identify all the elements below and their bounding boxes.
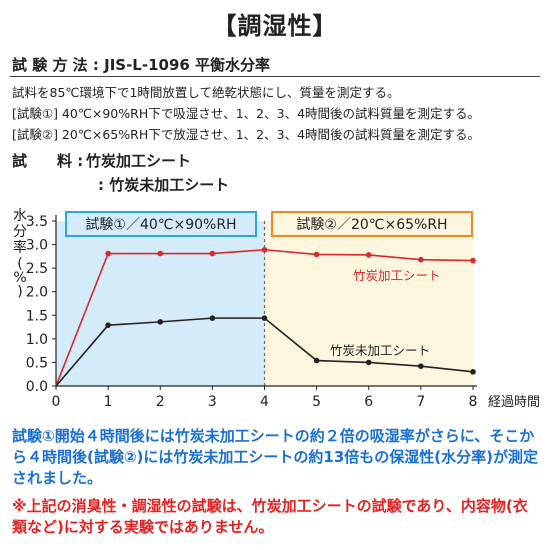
data-point [105, 250, 111, 257]
data-point [365, 359, 372, 366]
data-point [470, 369, 476, 375]
x-tick-label: 0 [52, 394, 61, 410]
y-axis-label: % [13, 270, 26, 286]
x-tick-label: 2 [156, 394, 165, 410]
y-axis-label: 分 [13, 224, 27, 240]
data-point [157, 250, 164, 257]
x-tick-label: 4 [260, 394, 269, 410]
data-point [365, 252, 372, 258]
phase-label: 試験②／20℃×65%RH [296, 217, 447, 233]
data-point [470, 257, 476, 264]
x-tick-label: 6 [364, 394, 373, 410]
disclaimer-note: ※上記の消臭性・調湿性の試験は、竹炭加工シートの試験であり、内容物(衣類など)に… [12, 497, 528, 536]
y-axis-label: 率 [13, 239, 27, 256]
y-tick-label: 1.5 [26, 308, 48, 324]
material-item: : 竹炭未加工シート [98, 176, 230, 194]
phase-background [264, 221, 473, 386]
x-tick-label: 1 [104, 394, 113, 410]
materials-label: 試 料 : [12, 152, 84, 170]
moisture-chart: 試験①／40℃×90%RH 試験②／20℃×65%RH 0.0 0.5 1.0 1.5 2.… [13, 208, 540, 410]
data-point [418, 256, 424, 263]
data-point [157, 319, 164, 325]
data-point [261, 315, 268, 321]
y-tick-label: 2.5 [26, 261, 48, 277]
x-tick-label: 5 [312, 394, 321, 410]
phase-label-box [65, 211, 257, 237]
data-point [209, 315, 216, 321]
phase-label: 試験①／40℃×90%RH [85, 217, 236, 233]
description-line: 試料を85℃環境下で1時間放置して絶乾状態にし、質量を測定する。 [12, 85, 400, 100]
series-label: 竹炭未加工シート [330, 343, 430, 358]
test-method: 試 験 方 法 : JIS-L-1096 平衡水分率 [12, 56, 271, 74]
divider [10, 76, 540, 77]
y-axis-label: ( [17, 256, 22, 272]
data-point [313, 251, 320, 258]
data-point [105, 322, 111, 328]
result-note: 試験①開始４時間後には竹炭未加工シートの約２倍の吸湿率がさらに、そこから４時間後… [12, 427, 538, 487]
y-tick-label: 1.0 [26, 332, 48, 348]
y-axis-label: ) [17, 284, 22, 300]
y-tick-label: 3.0 [26, 238, 48, 254]
y-tick-label: 3.5 [26, 214, 48, 230]
data-point [209, 250, 216, 257]
material-item: 竹炭加工シート [86, 152, 192, 170]
y-tick-label: 0.0 [26, 379, 48, 395]
y-axis-label: 水 [13, 208, 27, 224]
data-point [261, 246, 268, 253]
data-point [313, 357, 320, 364]
data-point [418, 363, 424, 369]
phase-label-box [271, 211, 473, 237]
page-title: 【調湿性】 [212, 12, 338, 40]
series-label: 竹炭加工シート [353, 268, 441, 283]
x-tick-label: 3 [208, 394, 217, 410]
phase-background [56, 221, 265, 386]
description-line: [試験②] 20℃×65%RH下で放湿させ、1、2、3、4時間後の試料質量を測定… [12, 127, 481, 142]
y-tick-label: 0.5 [26, 355, 48, 371]
description-line: [試験①] 40℃×90%RH下で吸湿させ、1、2、3、4時間後の試料質量を測定… [12, 106, 481, 121]
x-tick-label: 8 [469, 394, 478, 410]
y-tick-label: 2.0 [26, 285, 48, 301]
x-tick-label: 7 [416, 394, 425, 410]
x-axis-label: 経過時間 [488, 395, 540, 410]
